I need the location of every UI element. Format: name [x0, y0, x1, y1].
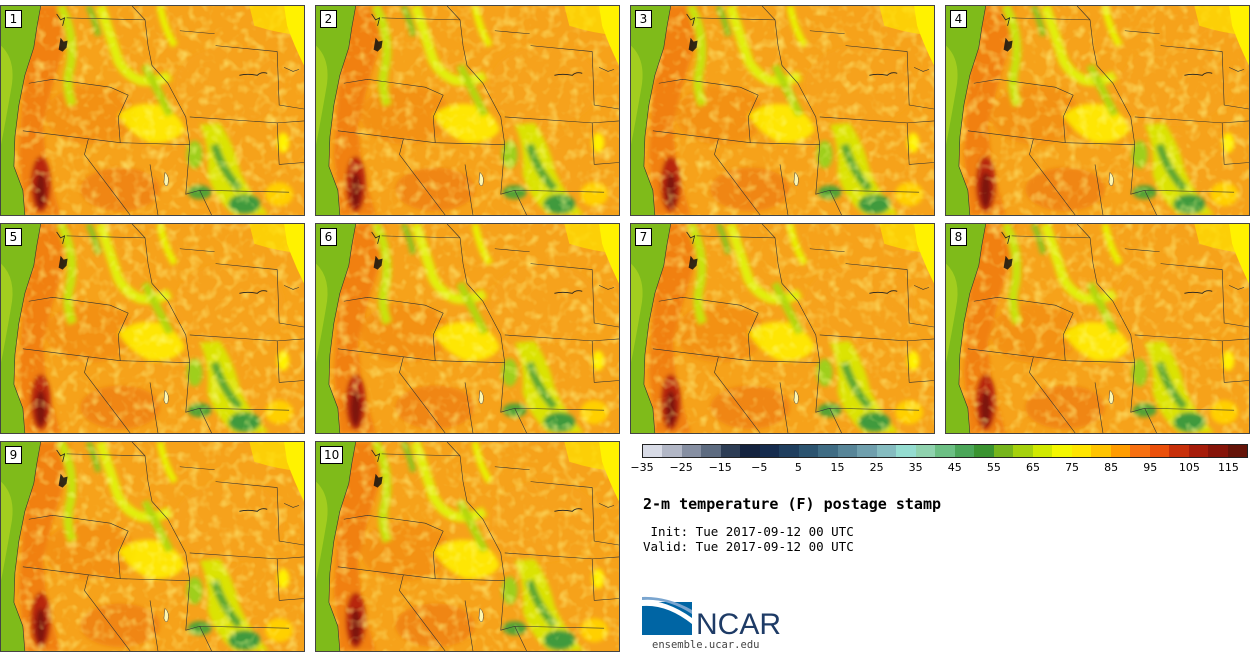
colorbar-tick: 85	[1104, 461, 1119, 474]
colorbar-tick: −15	[708, 461, 732, 474]
colorbar-tick: 65	[1025, 461, 1040, 474]
colorbar-segment	[954, 445, 975, 457]
member-number-label: 8	[950, 228, 967, 246]
postage-stamp-panel: 10	[315, 441, 620, 652]
colorbar-segment	[720, 445, 741, 457]
colorbar-segment	[857, 445, 877, 457]
colorbar-tick: 105	[1178, 461, 1200, 474]
colorbar-tick: −5	[751, 461, 768, 474]
valid-time: Valid: Tue 2017-09-12 00 UTC	[643, 539, 854, 554]
postage-stamp-panel: 7	[630, 223, 935, 434]
colorbar-segment	[993, 445, 1014, 457]
colorbar-segment	[1071, 445, 1092, 457]
temperature-map	[316, 442, 619, 651]
colorbar-tick: 95	[1143, 461, 1158, 474]
member-number-label: 10	[320, 446, 344, 464]
colorbar-segment	[759, 445, 780, 457]
colorbar-tick: 75	[1065, 461, 1080, 474]
colorbar-segment	[643, 445, 663, 457]
init-time: Init: Tue 2017-09-12 00 UTC	[643, 524, 854, 539]
member-number-label: 9	[5, 446, 22, 464]
member-number-label: 4	[950, 10, 967, 28]
postage-stamp-panel: 2	[315, 5, 620, 216]
member-number-label: 7	[635, 228, 652, 246]
colorbar-segment	[1227, 445, 1248, 457]
temperature-map	[631, 6, 934, 215]
colorbar-segment	[1208, 445, 1228, 457]
colorbar-segment	[1149, 445, 1170, 457]
colorbar-tick: −35	[630, 461, 654, 474]
colorbar-segment	[1013, 445, 1033, 457]
plot-title: 2-m temperature (F) postage stamp	[643, 495, 942, 513]
colorbar-tick: 45	[947, 461, 962, 474]
member-number-label: 2	[320, 10, 337, 28]
colorbar-tick: 35	[908, 461, 923, 474]
colorbar-segment	[896, 445, 916, 457]
colorbar-segment	[681, 445, 702, 457]
member-number-label: 1	[5, 10, 22, 28]
colorbar-segment	[1110, 445, 1131, 457]
colorbar-tick: 115	[1217, 461, 1239, 474]
ensemble-url: ensemble.ucar.edu	[652, 639, 760, 651]
temperature-map	[1, 442, 304, 651]
colorbar-segment	[701, 445, 721, 457]
temperature-map	[946, 224, 1249, 433]
colorbar-segment	[1188, 445, 1209, 457]
postage-stamp-panel: 5	[0, 223, 305, 434]
temperature-colorbar	[642, 444, 1248, 458]
colorbar-segment	[662, 445, 682, 457]
postage-stamp-panel: 1	[0, 5, 305, 216]
colorbar-segment	[798, 445, 819, 457]
postage-stamp-panel: 4	[945, 5, 1250, 216]
temperature-map	[1, 224, 304, 433]
temperature-map	[946, 6, 1249, 215]
colorbar-segment	[1169, 445, 1189, 457]
postage-stamp-panel: 9	[0, 441, 305, 652]
member-number-label: 5	[5, 228, 22, 246]
temperature-map	[1, 6, 304, 215]
colorbar-segment	[915, 445, 936, 457]
colorbar-segment	[1032, 445, 1053, 457]
colorbar-segment	[1052, 445, 1072, 457]
postage-stamp-panel: 6	[315, 223, 620, 434]
colorbar-segment	[837, 445, 858, 457]
colorbar-segment	[1130, 445, 1150, 457]
colorbar-segment	[1091, 445, 1111, 457]
postage-stamp-panel: 3	[630, 5, 935, 216]
colorbar-tick-labels: −35 −25 −15 −5 5 15 25 35 45 55 65 75 85 95 105 115	[630, 461, 1248, 475]
colorbar-tick: 25	[869, 461, 884, 474]
ncar-logo-text: NCAR	[696, 608, 781, 638]
colorbar-segment	[740, 445, 760, 457]
temperature-map	[631, 224, 934, 433]
colorbar-tick: 15	[830, 461, 845, 474]
colorbar-tick: 55	[986, 461, 1001, 474]
colorbar-segment	[974, 445, 994, 457]
colorbar-segment	[818, 445, 838, 457]
temperature-map	[316, 6, 619, 215]
colorbar-segment	[779, 445, 799, 457]
postage-stamp-panel: 8	[945, 223, 1250, 434]
colorbar-tick: 5	[794, 461, 802, 474]
ncar-logo: NCAR	[642, 596, 781, 638]
colorbar-segment	[935, 445, 955, 457]
colorbar-segment	[876, 445, 897, 457]
temperature-map	[316, 224, 619, 433]
member-number-label: 3	[635, 10, 652, 28]
member-number-label: 6	[320, 228, 337, 246]
colorbar-tick: −25	[669, 461, 693, 474]
